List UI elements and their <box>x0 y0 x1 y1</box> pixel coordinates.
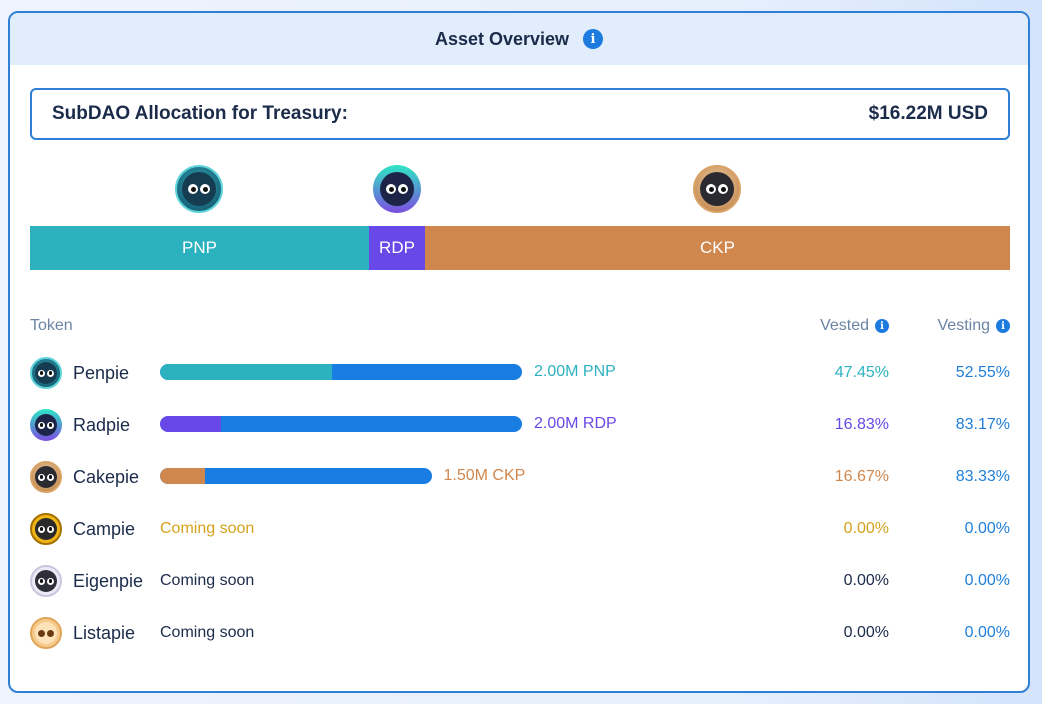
vesting-progress-bar <box>160 364 522 380</box>
vesting-progress-bar <box>160 416 522 432</box>
eigenpie-icon <box>30 565 62 597</box>
coming-soon-label: Coming soon <box>160 572 255 589</box>
vested-fill <box>160 468 206 484</box>
panel-title: Asset Overview <box>434 28 570 49</box>
vested-percent: 47.45% <box>834 364 889 381</box>
panel-header: Asset Overview i <box>10 13 1028 65</box>
token-name: Eigenpie <box>73 571 144 591</box>
allocation-label: SubDAO Allocation for Treasury: <box>52 103 348 124</box>
vested-percent: 0.00% <box>843 520 889 537</box>
table-row: Eigenpie Coming soon 0.00% 0.00% <box>30 563 1010 599</box>
token-amount: 1.50M CKP <box>443 467 526 484</box>
vesting-percent: 0.00% <box>964 520 1010 537</box>
vesting-percent: 83.33% <box>955 468 1010 485</box>
token-name: Cakepie <box>73 467 140 487</box>
token-name: Penpie <box>73 363 130 383</box>
radpie-icon <box>373 165 421 213</box>
table-row: Penpie 2.00M PNP 47.45% 52.55% <box>30 355 1010 391</box>
table-row: Campie Coming soon 0.00% 0.00% <box>30 511 1010 547</box>
cakepie-icon <box>693 165 741 213</box>
token-amount: 2.00M RDP <box>534 415 617 432</box>
token-amount: 2.00M PNP <box>534 363 616 380</box>
campie-icon <box>30 513 62 545</box>
vested-percent: 16.67% <box>834 468 889 485</box>
listapie-icon <box>30 617 62 649</box>
vesting-percent: 52.55% <box>955 364 1010 381</box>
column-vested: Vested i <box>820 317 889 335</box>
column-vested-label: Vested <box>820 317 869 334</box>
vested-percent: 0.00% <box>843 624 889 641</box>
coming-soon-label: Coming soon <box>160 624 255 641</box>
column-vesting: Vesting i <box>938 317 1010 335</box>
info-icon[interactable]: i <box>583 29 604 49</box>
column-token: Token <box>30 317 73 334</box>
allocation-value: $16.22M USD <box>868 103 988 124</box>
table-header: Token Vested i Vesting i <box>30 317 1010 337</box>
vesting-info-icon[interactable]: i <box>996 319 1010 333</box>
treasury-allocation-box: SubDAO Allocation for Treasury: $16.22M … <box>30 88 1010 140</box>
penpie-icon <box>30 357 62 389</box>
column-vesting-label: Vesting <box>937 317 990 334</box>
vesting-progress-bar <box>160 468 432 484</box>
penpie-icon <box>175 165 223 213</box>
vested-info-icon[interactable]: i <box>875 319 889 333</box>
coming-soon-label: Coming soon <box>160 520 255 537</box>
allocation-segment-ckp[interactable]: CKP <box>424 226 1010 270</box>
token-name: Listapie <box>73 623 136 643</box>
vesting-percent: 0.00% <box>964 572 1010 589</box>
cakepie-icon <box>30 461 62 493</box>
allocation-bar: PNP RDP CKP <box>30 226 1010 270</box>
allocation-segment-rdp[interactable]: RDP <box>369 226 425 270</box>
table-row: Listapie Coming soon 0.00% 0.00% <box>30 615 1010 651</box>
asset-overview-panel: Asset Overview i SubDAO Allocation for T… <box>8 11 1030 693</box>
vested-percent: 16.83% <box>834 416 889 433</box>
vesting-percent: 0.00% <box>964 624 1010 641</box>
vested-percent: 0.00% <box>843 572 889 589</box>
vested-fill <box>160 364 332 380</box>
vested-fill <box>160 416 221 432</box>
table-row: Radpie 2.00M RDP 16.83% 83.17% <box>30 407 1010 443</box>
vesting-percent: 83.17% <box>955 416 1010 433</box>
token-name: Campie <box>73 519 136 539</box>
table-row: Cakepie 1.50M CKP 16.67% 83.33% <box>30 459 1010 495</box>
token-name: Radpie <box>73 415 131 435</box>
radpie-icon <box>30 409 62 441</box>
allocation-segment-pnp[interactable]: PNP <box>30 226 370 270</box>
allocation-token-icons <box>30 165 1010 215</box>
